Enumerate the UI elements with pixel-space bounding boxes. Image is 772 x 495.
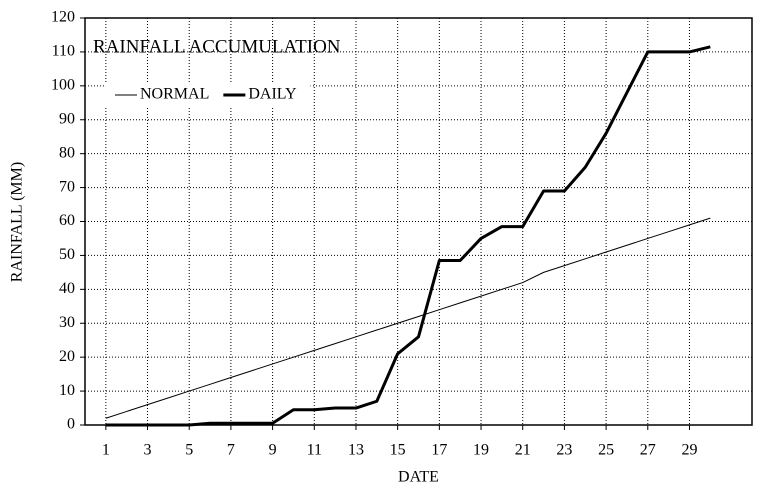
chart-title: RAINFALL ACCUMULATION xyxy=(93,36,341,57)
data-line xyxy=(105,217,711,419)
plot-frame xyxy=(84,17,753,426)
x-tick-label: 27 xyxy=(640,442,656,459)
x-axis-label: DATE xyxy=(398,469,439,486)
y-tick-label: 80 xyxy=(59,144,75,161)
legend-label: NORMAL xyxy=(140,86,209,103)
x-tick-label: 21 xyxy=(515,442,531,459)
x-tick-label: 29 xyxy=(681,442,697,459)
title-background xyxy=(89,34,345,60)
y-tick-label: 40 xyxy=(59,280,75,297)
x-tick-label: 7 xyxy=(227,442,235,459)
x-tick-label: 19 xyxy=(473,442,489,459)
x-tick-label: 13 xyxy=(348,442,364,459)
x-tick-label: 23 xyxy=(556,442,572,459)
y-tick-label: 110 xyxy=(52,43,75,60)
x-tick-label: 11 xyxy=(307,442,322,459)
legend-background xyxy=(105,83,311,107)
x-tick-label: 1 xyxy=(102,442,110,459)
legend-label: DAILY xyxy=(248,86,297,103)
y-tick-label: 50 xyxy=(59,246,75,263)
x-tick-label: 17 xyxy=(431,442,447,459)
data-line xyxy=(105,45,711,427)
y-tick-label: 20 xyxy=(59,348,75,365)
y-tick-label: 0 xyxy=(67,416,75,433)
x-tick-label: 5 xyxy=(185,442,193,459)
y-tick-label: 30 xyxy=(59,314,75,331)
y-tick-label: 60 xyxy=(59,212,75,229)
y-tick-label: 90 xyxy=(59,110,75,127)
y-tick-label: 120 xyxy=(51,9,75,26)
y-axis-label: RAINFALL (MM) xyxy=(9,162,26,282)
x-tick-label: 25 xyxy=(598,442,614,459)
x-tick-label: 15 xyxy=(390,442,406,459)
y-tick-label: 100 xyxy=(51,77,75,94)
y-tick-label: 10 xyxy=(59,382,75,399)
x-tick-label: 3 xyxy=(144,442,152,459)
x-tick-label: 9 xyxy=(269,442,277,459)
y-tick-label: 70 xyxy=(59,178,75,195)
